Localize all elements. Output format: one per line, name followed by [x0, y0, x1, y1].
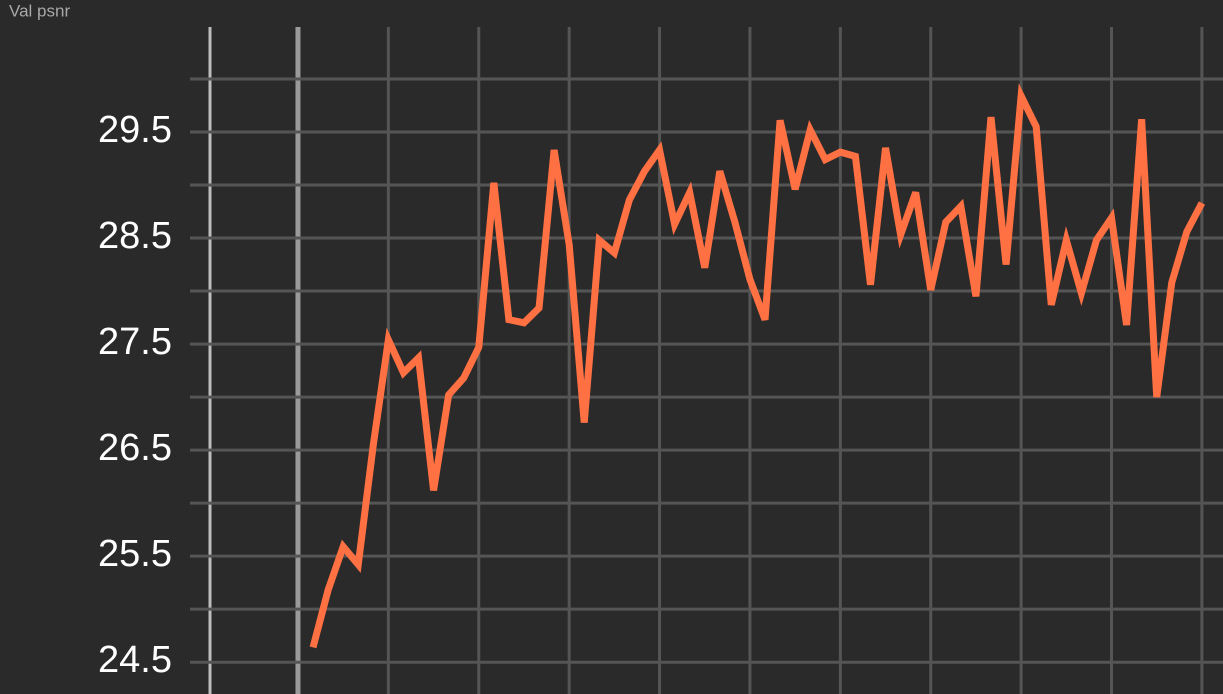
- y-tick-label: 24.5: [98, 639, 172, 681]
- y-tick-label: 27.5: [98, 321, 172, 363]
- y-tick-label: 28.5: [98, 215, 172, 257]
- y-tick-label: 25.5: [98, 533, 172, 575]
- y-tick-label: 26.5: [98, 427, 172, 469]
- y-tick-label: 29.5: [98, 109, 172, 151]
- line-series: [309, 83, 1206, 649]
- chart-title: Val psnr: [9, 1, 70, 20]
